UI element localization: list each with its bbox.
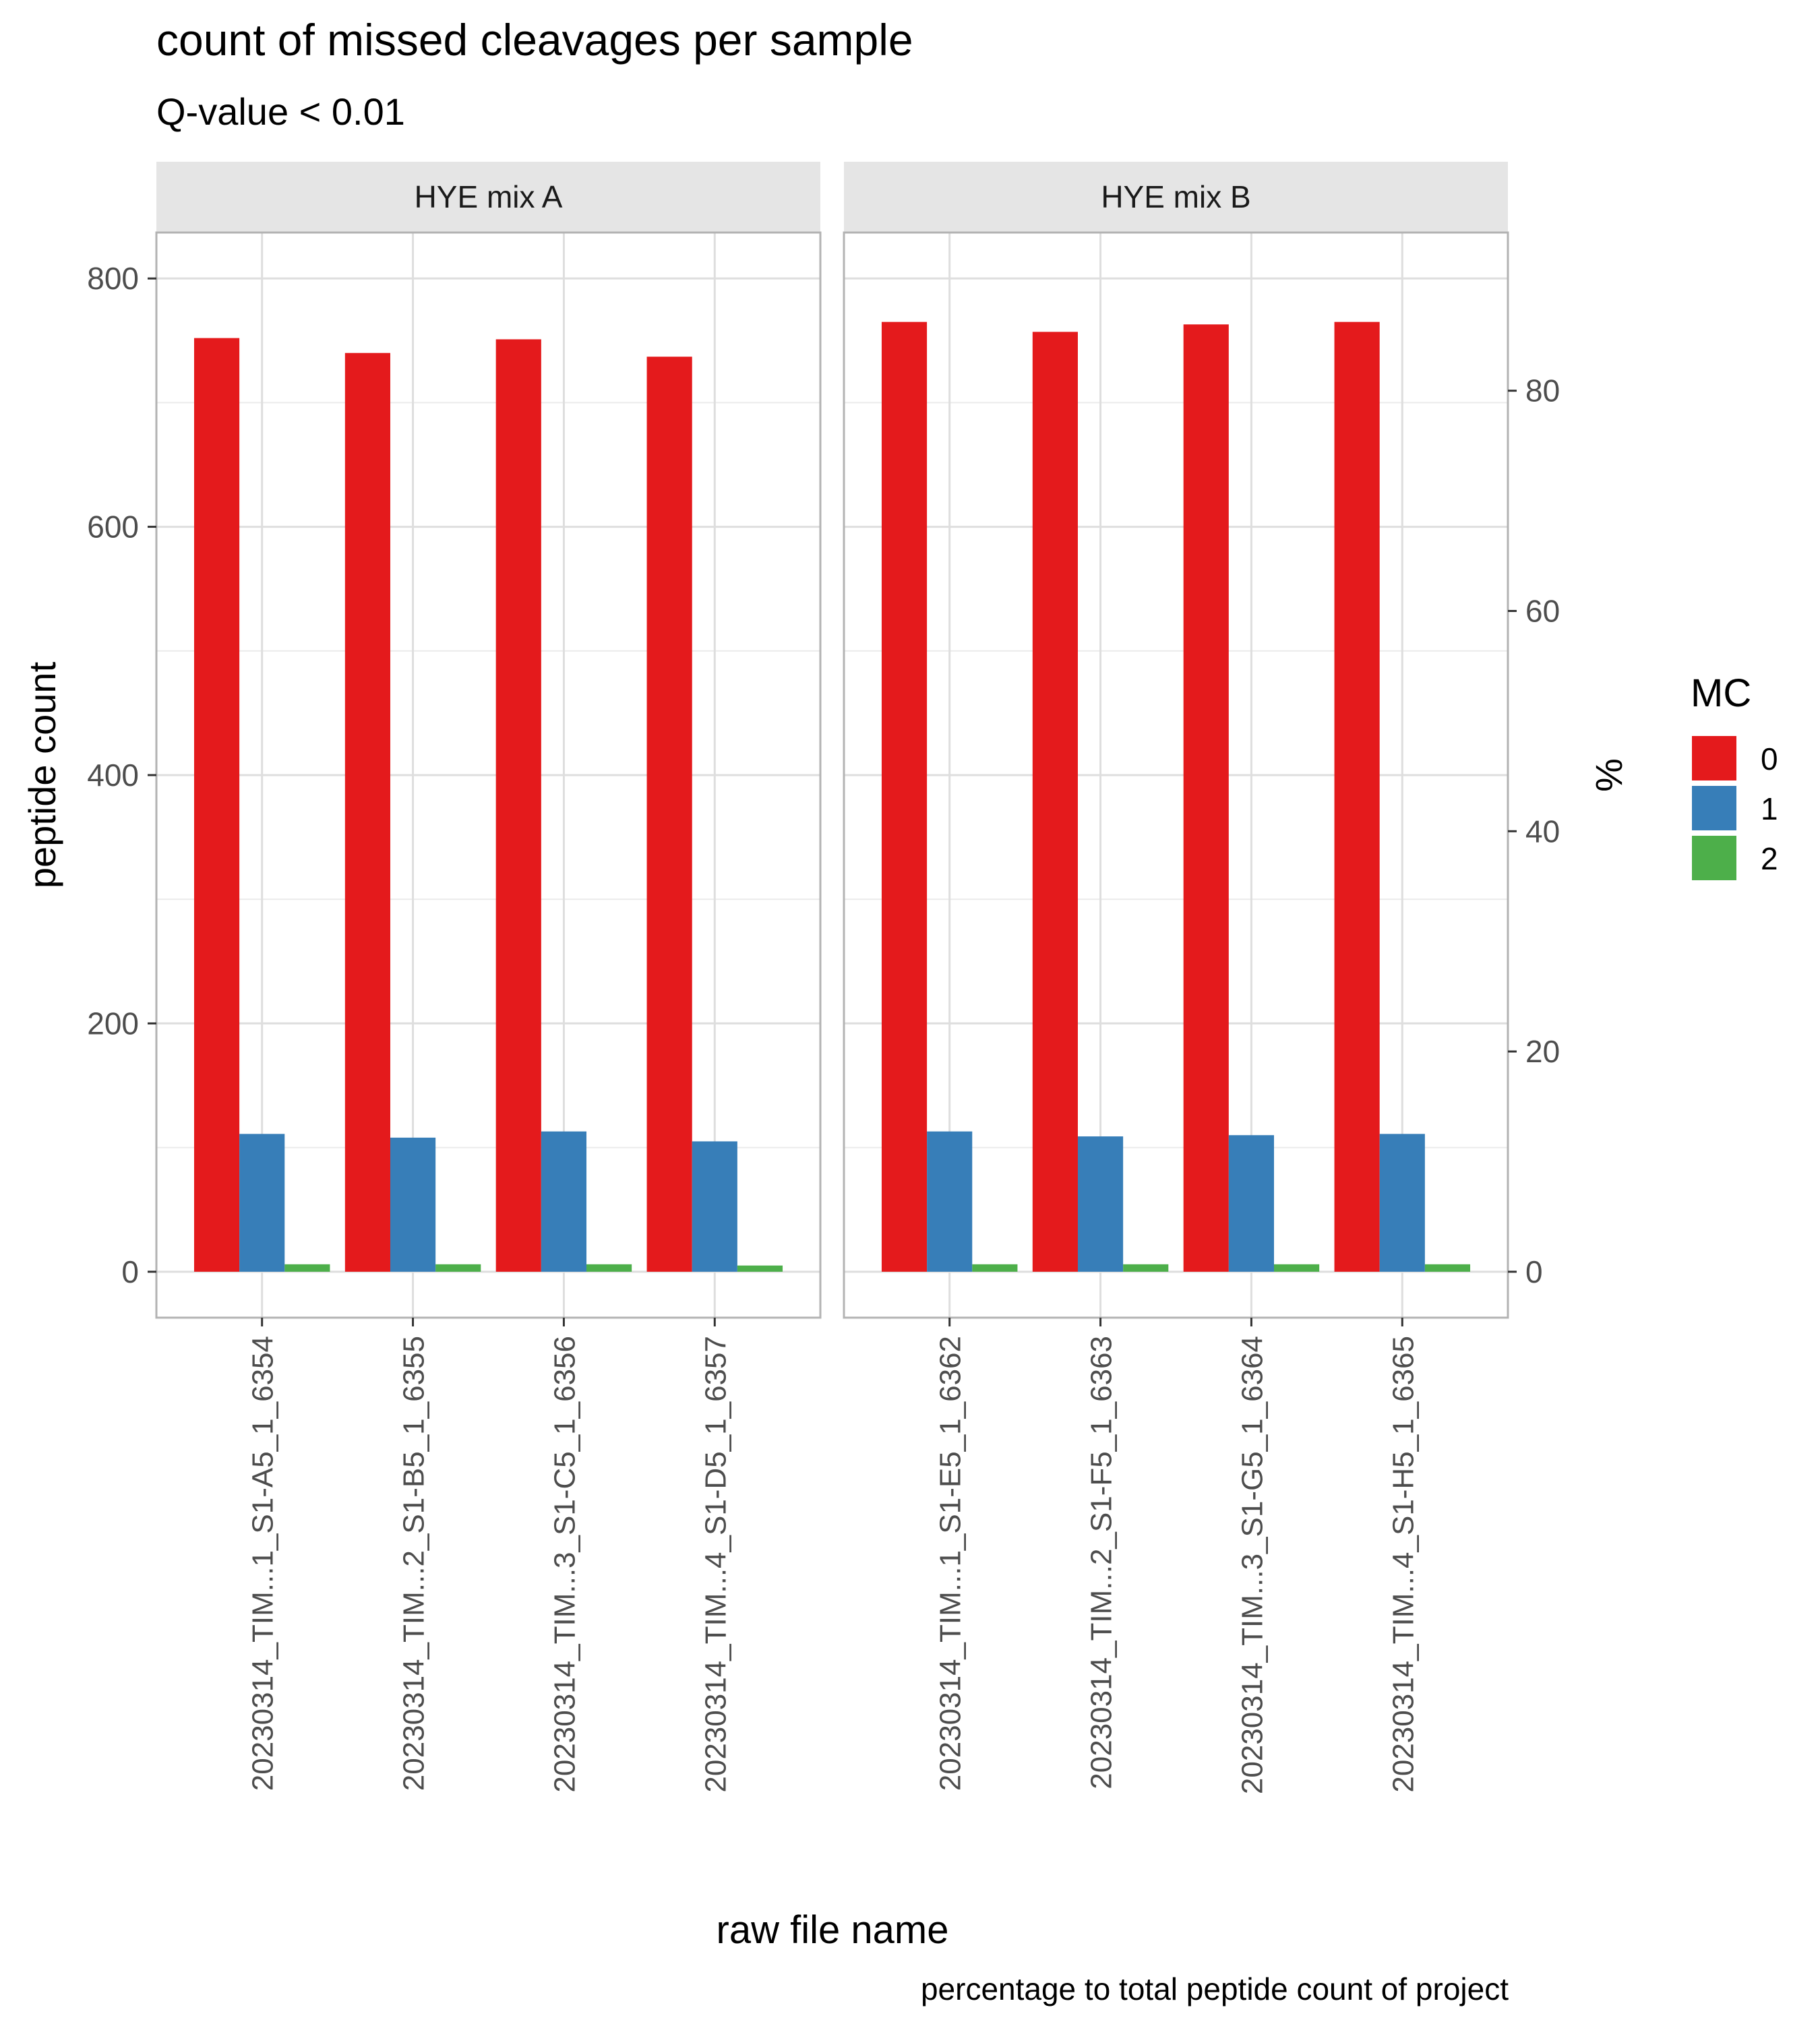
y-tick-label: 400 <box>87 758 139 793</box>
bar-hye-mix-a-3-mc0 <box>495 339 541 1272</box>
facet-panels: HYE mix A 20230314_TIM...1_S1-A5_1_6354 20… <box>87 162 1560 1794</box>
y-right-tick-label: 20 <box>1525 1034 1560 1069</box>
x-tick-label: 20230314_TIM...1_S1-A5_1_6354 <box>247 1336 280 1791</box>
x-tick-label: 20230314_TIM...3_S1-C5_1_6356 <box>548 1336 581 1793</box>
bar-hye-mix-b-1-mc1 <box>927 1131 973 1272</box>
x-axis-title: raw file name <box>717 1908 949 1952</box>
x-tick-label: 20230314_TIM...3_S1-G5_1_6364 <box>1236 1336 1269 1794</box>
x-tick-label: 20230314_TIM...4_S1-D5_1_6357 <box>699 1336 732 1793</box>
bar-hye-mix-b-2-mc1 <box>1077 1136 1124 1272</box>
bar-hye-mix-a-4-mc2 <box>737 1265 783 1272</box>
bar-hye-mix-a-4-mc1 <box>692 1141 737 1272</box>
bar-hye-mix-b-4-mc1 <box>1379 1134 1425 1272</box>
legend-label-mc2: 2 <box>1761 841 1778 876</box>
y-right-tick-label: 0 <box>1525 1254 1543 1289</box>
bar-hye-mix-b-1-mc2 <box>972 1264 1018 1272</box>
bar-hye-mix-b-3-mc2 <box>1274 1264 1320 1272</box>
legend-swatch-mc0 <box>1692 736 1736 780</box>
bar-hye-mix-a-2-mc2 <box>435 1264 481 1272</box>
bar-hye-mix-b-3-mc1 <box>1228 1135 1275 1272</box>
y-right-tick-label: 80 <box>1525 373 1560 408</box>
x-tick-label: 20230314_TIM...2_S1-B5_1_6355 <box>398 1336 431 1791</box>
bar-hye-mix-b-1-mc0 <box>881 321 928 1272</box>
facet-strip <box>156 162 820 233</box>
y-tick-label: 800 <box>87 261 139 296</box>
legend-swatch-mc2 <box>1692 836 1736 880</box>
legend: MC 0 1 2 <box>1691 671 1778 880</box>
facet-strip <box>844 162 1508 233</box>
y-axis-title: peptide count <box>21 661 63 888</box>
facet-label: HYE mix B <box>1101 179 1250 214</box>
legend-label-mc1: 1 <box>1761 791 1778 826</box>
bar-hye-mix-b-4-mc0 <box>1334 321 1380 1272</box>
chart-subtitle: Q-value < 0.01 <box>156 90 405 133</box>
bar-hye-mix-a-2-mc0 <box>344 353 390 1272</box>
legend-swatch-mc1 <box>1692 786 1736 830</box>
bar-hye-mix-b-3-mc0 <box>1183 324 1229 1272</box>
bar-hye-mix-b-2-mc2 <box>1123 1264 1169 1272</box>
bar-hye-mix-a-2-mc1 <box>390 1137 436 1272</box>
facet-label: HYE mix A <box>415 179 563 214</box>
bar-hye-mix-a-1-mc0 <box>193 338 240 1272</box>
x-tick-label: 20230314_TIM...2_S1-F5_1_6363 <box>1085 1336 1118 1789</box>
chart-caption: percentage to total peptide count of pro… <box>921 1971 1509 2006</box>
bar-hye-mix-b-2-mc0 <box>1032 332 1078 1272</box>
legend-title: MC <box>1691 671 1751 715</box>
chart-title: count of missed cleavages per sample <box>156 15 913 65</box>
legend-label-mc0: 0 <box>1761 741 1778 776</box>
y-tick-label: 200 <box>87 1006 139 1041</box>
facet-panel-2: HYE mix B 20230314_TIM...1_S1-E5_1_6362 20… <box>843 162 1560 1794</box>
y-tick-label: 0 <box>121 1254 139 1289</box>
panel-border <box>843 231 1509 1319</box>
bar-hye-mix-a-3-mc1 <box>541 1131 587 1272</box>
y-right-axis-title: % <box>1588 758 1631 792</box>
bar-hye-mix-a-4-mc0 <box>646 357 692 1272</box>
bar-hye-mix-a-3-mc2 <box>586 1264 632 1272</box>
y-tick-label: 600 <box>87 510 139 545</box>
x-tick-label: 20230314_TIM...1_S1-E5_1_6362 <box>934 1336 967 1791</box>
bar-hye-mix-a-1-mc1 <box>239 1134 285 1272</box>
y-right-tick-label: 60 <box>1525 593 1560 628</box>
x-tick-label: 20230314_TIM...4_S1-H5_1_6365 <box>1387 1336 1420 1793</box>
bar-hye-mix-a-1-mc2 <box>284 1264 330 1272</box>
y-right-tick-label: 40 <box>1525 814 1560 849</box>
facet-panel-1: HYE mix A 20230314_TIM...1_S1-A5_1_6354 20… <box>87 162 822 1793</box>
bar-hye-mix-b-4-mc2 <box>1424 1264 1471 1272</box>
